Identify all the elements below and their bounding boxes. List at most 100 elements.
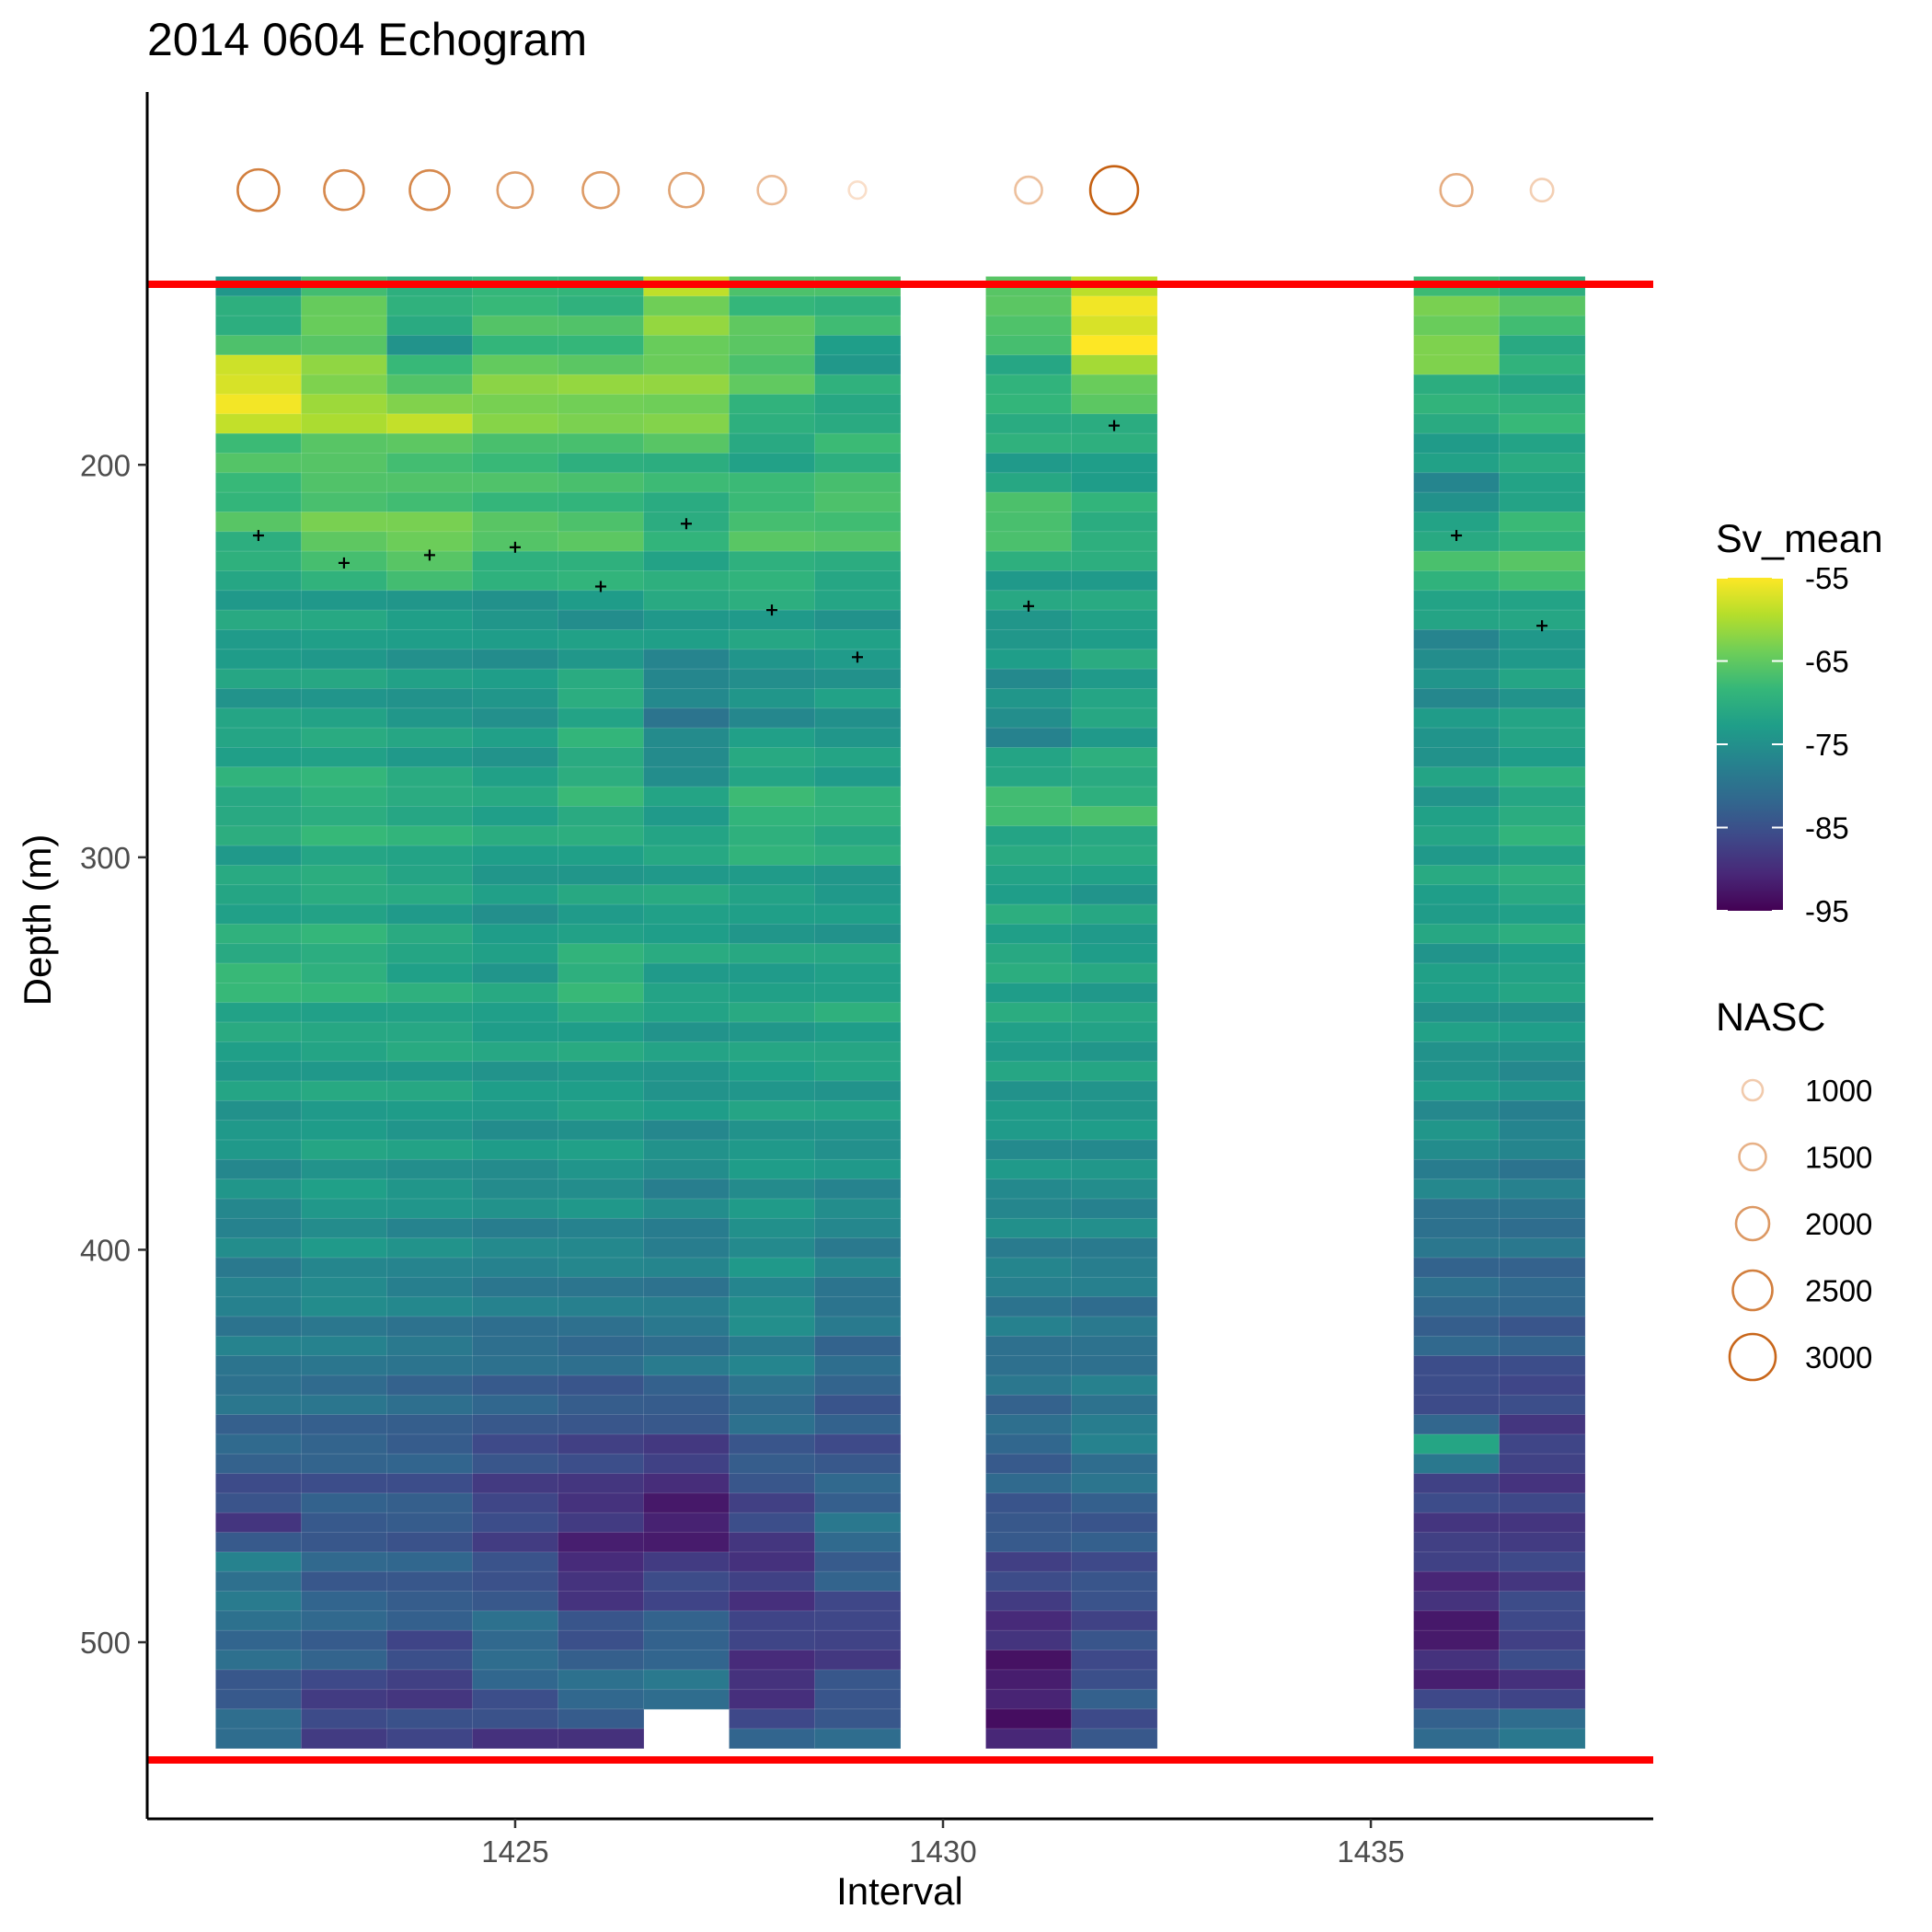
heatmap-cell xyxy=(215,394,303,415)
heatmap-cell xyxy=(814,335,902,356)
heatmap-cell xyxy=(985,884,1073,905)
heatmap-cell xyxy=(558,1061,645,1082)
heatmap-cell xyxy=(301,864,388,886)
heatmap-cell xyxy=(215,1257,303,1279)
heatmap-cell xyxy=(643,766,730,788)
heatmap-cell xyxy=(472,864,559,886)
heatmap-cell xyxy=(386,903,474,926)
heatmap-cell xyxy=(729,1099,816,1121)
heatmap-cell xyxy=(1499,1433,1586,1455)
heatmap-cell xyxy=(558,1650,645,1671)
heatmap-cell xyxy=(558,512,645,533)
nasc-bubble xyxy=(847,180,868,201)
heatmap-cell xyxy=(558,1041,645,1063)
heatmap-cell xyxy=(643,1217,730,1239)
heatmap-cell xyxy=(215,766,303,788)
heatmap-cell xyxy=(301,1570,388,1593)
heatmap-cell xyxy=(985,1257,1073,1279)
heatmap-cell xyxy=(643,884,730,905)
heatmap-cell xyxy=(386,1610,474,1632)
heatmap-cell xyxy=(472,550,559,572)
heatmap-cell xyxy=(814,1120,902,1141)
heatmap-cell xyxy=(386,943,474,964)
heatmap-cell xyxy=(386,864,474,886)
heatmap-cell xyxy=(729,668,816,690)
heatmap-cell xyxy=(386,1492,474,1514)
heatmap-cell xyxy=(814,1316,902,1338)
heatmap-cell xyxy=(1071,766,1158,788)
heatmap-cell xyxy=(215,1532,303,1553)
heatmap-cell xyxy=(1413,1080,1501,1102)
heatmap-cell xyxy=(643,491,730,513)
heatmap-cell xyxy=(729,1688,816,1710)
heatmap-cell xyxy=(1413,315,1501,337)
heatmap-cell xyxy=(472,1570,559,1593)
heatmap-cell xyxy=(643,1394,730,1416)
heatmap-cell xyxy=(301,1688,388,1710)
heatmap-cell xyxy=(215,1591,303,1612)
heatmap-cell xyxy=(814,1473,902,1494)
heatmap-cell xyxy=(558,1021,645,1043)
heatmap-cell xyxy=(472,1276,559,1298)
heatmap-cell xyxy=(215,295,303,317)
heatmap-cell xyxy=(985,1591,1073,1612)
heatmap-cell xyxy=(643,1099,730,1121)
heatmap-cell xyxy=(1413,295,1501,317)
heatmap-cell xyxy=(643,1041,730,1063)
heatmap-cell xyxy=(643,1473,730,1494)
heatmap-cell xyxy=(1499,1021,1586,1043)
heatmap-cell xyxy=(386,1041,474,1063)
heatmap-cell xyxy=(1413,590,1501,611)
heatmap-cell xyxy=(386,727,474,749)
heatmap-cell xyxy=(814,394,902,415)
sv-legend-label: -75 xyxy=(1805,728,1849,762)
heatmap-cell xyxy=(729,1296,816,1317)
heatmap-cell xyxy=(1413,374,1501,396)
heatmap-cell xyxy=(472,923,559,945)
center-of-mass-marker xyxy=(851,651,863,663)
heatmap-cell xyxy=(1499,570,1586,592)
heatmap-cell xyxy=(729,1021,816,1043)
center-of-mass-marker xyxy=(252,530,264,542)
heatmap-cell xyxy=(643,590,730,611)
heatmap-cell xyxy=(215,1708,303,1730)
heatmap-cell xyxy=(386,1394,474,1416)
heatmap-cell xyxy=(1413,1591,1501,1612)
heatmap-cell xyxy=(386,1257,474,1279)
heatmap-cell xyxy=(386,1276,474,1298)
heatmap-cell xyxy=(301,1355,388,1376)
heatmap-cell xyxy=(472,1316,559,1338)
heatmap-cell xyxy=(1413,1335,1501,1357)
heatmap-cell xyxy=(1071,962,1158,984)
heatmap-cell xyxy=(301,1120,388,1141)
heatmap-cell xyxy=(558,1433,645,1455)
heatmap-cell xyxy=(215,1374,303,1397)
heatmap-cell xyxy=(301,825,388,846)
heatmap-cell xyxy=(1413,570,1501,592)
heatmap-cell xyxy=(1413,884,1501,905)
heatmap-cell xyxy=(472,1453,559,1475)
heatmap-cell xyxy=(1499,1512,1586,1534)
heatmap-cell xyxy=(558,1139,645,1161)
heatmap-cell xyxy=(558,825,645,846)
heatmap-cell xyxy=(558,1335,645,1357)
heatmap-cell xyxy=(1413,491,1501,513)
heatmap-cell xyxy=(215,1453,303,1475)
heatmap-cell xyxy=(301,923,388,945)
heatmap-cell xyxy=(386,491,474,513)
heatmap-cell xyxy=(1499,1591,1586,1612)
heatmap-cell xyxy=(1071,394,1158,415)
heatmap-cell xyxy=(814,1296,902,1317)
heatmap-cell xyxy=(985,354,1073,376)
x-tick-label: 1430 xyxy=(909,1834,976,1869)
heatmap-cell xyxy=(985,845,1073,867)
heatmap-cell xyxy=(643,1080,730,1102)
heatmap-cell xyxy=(1071,1591,1158,1612)
heatmap-cell xyxy=(643,374,730,396)
heatmap-cell xyxy=(985,1061,1073,1082)
heatmap-cell xyxy=(472,295,559,317)
heatmap-cell xyxy=(472,1374,559,1397)
heatmap-cell xyxy=(643,1551,730,1573)
center-of-mass-marker xyxy=(1451,530,1463,542)
heatmap-cell xyxy=(643,707,730,729)
